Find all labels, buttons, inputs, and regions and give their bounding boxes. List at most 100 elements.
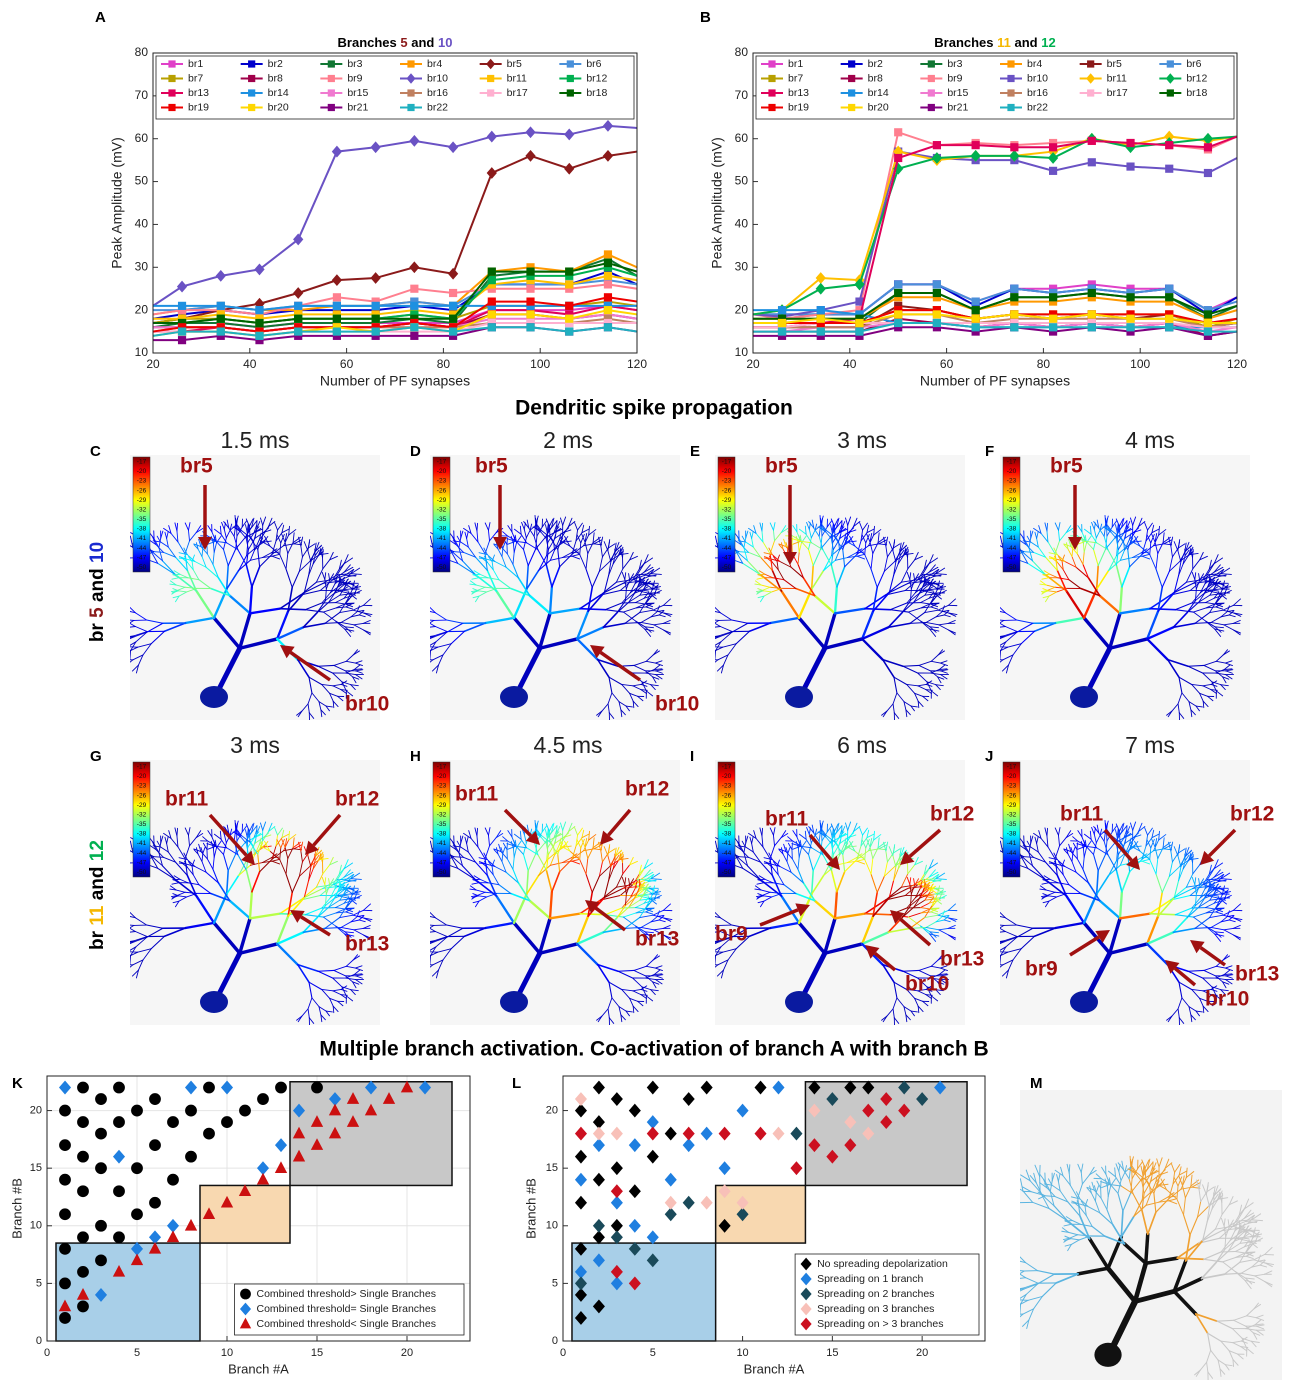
dendrite [993, 651, 1000, 655]
y-tick-label: 15 [30, 1162, 42, 1174]
time-label: 2 ms [543, 427, 593, 453]
dendrite [706, 933, 711, 937]
x-tick-label: 15 [826, 1347, 838, 1359]
point [1166, 324, 1173, 331]
colorbar-tick-label: -20 [437, 468, 447, 475]
point [295, 328, 302, 335]
x-axis-label: Branch #A [744, 1361, 805, 1376]
dendrite [419, 607, 425, 611]
colorbar-tick-label: -17 [722, 459, 732, 466]
time-label: 3 ms [837, 427, 887, 453]
dendrite [115, 947, 124, 948]
point [449, 315, 456, 322]
point [411, 324, 418, 331]
colorbar-tick-label: -47 [722, 554, 732, 561]
colorbar-tick-label: -23 [722, 478, 732, 485]
x-tick-label: 20 [401, 1347, 413, 1359]
point [132, 1163, 143, 1174]
x-tick-label: 80 [437, 357, 451, 371]
colorbar-tick-label: -26 [437, 487, 447, 494]
dendrite [418, 945, 424, 949]
point [1049, 324, 1056, 331]
colorbar-tick-label: -41 [437, 840, 447, 847]
legend-marker [848, 90, 854, 96]
arrow-label: br10 [345, 693, 389, 716]
point [1204, 169, 1211, 176]
dendrite [708, 600, 713, 606]
dendrite [249, 526, 250, 537]
legend-label: Spreading on 1 branch [817, 1273, 923, 1285]
legend-label: No spreading depolarization [817, 1258, 948, 1270]
colorbar-tick-label: -32 [437, 811, 447, 818]
colorbar-tick-label: -35 [722, 516, 732, 523]
legend-marker [487, 90, 493, 96]
dendrite [122, 957, 127, 964]
dendrite [417, 637, 424, 639]
point [566, 328, 573, 335]
x-tick-label: 20 [146, 357, 160, 371]
legend-label: br6 [1186, 58, 1201, 70]
x-axis-label: Number of PF synapses [320, 373, 470, 389]
panel-letter: G [90, 748, 102, 765]
point [411, 302, 418, 309]
image-bg [130, 455, 380, 720]
point [895, 281, 902, 288]
dendrite [119, 925, 125, 928]
dendrite [421, 616, 427, 621]
time-label: 1.5 ms [220, 427, 289, 453]
point [256, 306, 263, 313]
dendrite [419, 931, 426, 933]
dendrite [121, 933, 126, 937]
legend-box [756, 56, 1234, 119]
dendrite [834, 526, 835, 537]
point [1166, 165, 1173, 172]
legend-marker [1167, 90, 1173, 96]
point [1127, 139, 1134, 146]
point [1127, 315, 1134, 322]
dendrite [117, 625, 125, 626]
legend-marker [248, 61, 254, 67]
point [1088, 289, 1095, 296]
dendrite [420, 863, 429, 866]
dendrite [419, 930, 426, 935]
dendrite [119, 648, 126, 653]
point [1088, 159, 1095, 166]
dendrite [987, 625, 995, 626]
dendrite [703, 940, 710, 942]
legend-marker [408, 61, 414, 67]
point [1166, 285, 1173, 292]
point [333, 315, 340, 322]
y-tick-label: 30 [735, 259, 749, 273]
dendrite [903, 665, 919, 666]
colorbar-tick-label: -20 [137, 468, 147, 475]
dendrite [991, 616, 997, 621]
point [60, 1174, 71, 1185]
point [114, 1117, 125, 1128]
panel-letter: F [985, 443, 994, 460]
point [178, 302, 185, 309]
dendrite [991, 628, 996, 632]
point [817, 306, 824, 313]
legend-label: br3 [947, 58, 962, 70]
point [96, 1255, 107, 1266]
dendrite [990, 558, 999, 561]
point [60, 1243, 71, 1254]
colorbar-tick-label: -32 [1007, 506, 1017, 513]
colorbar-tick-label: -17 [437, 459, 447, 466]
dendrite [706, 628, 711, 632]
legend-label: br9 [347, 72, 362, 84]
colorbar-tick-label: -38 [722, 526, 732, 533]
x-tick-label: 0 [44, 1347, 50, 1359]
region [290, 1082, 452, 1186]
point [604, 272, 611, 279]
point [933, 289, 940, 296]
point [1088, 137, 1095, 144]
dendrite [990, 647, 997, 649]
section-title: Dendritic spike propagation [515, 397, 793, 420]
dendrite [417, 648, 426, 651]
point [186, 1151, 197, 1162]
x-tick-label: 120 [1227, 357, 1247, 371]
point [372, 302, 379, 309]
legend-label: br16 [1027, 87, 1048, 99]
colorbar-tick-label: -50 [437, 869, 447, 876]
